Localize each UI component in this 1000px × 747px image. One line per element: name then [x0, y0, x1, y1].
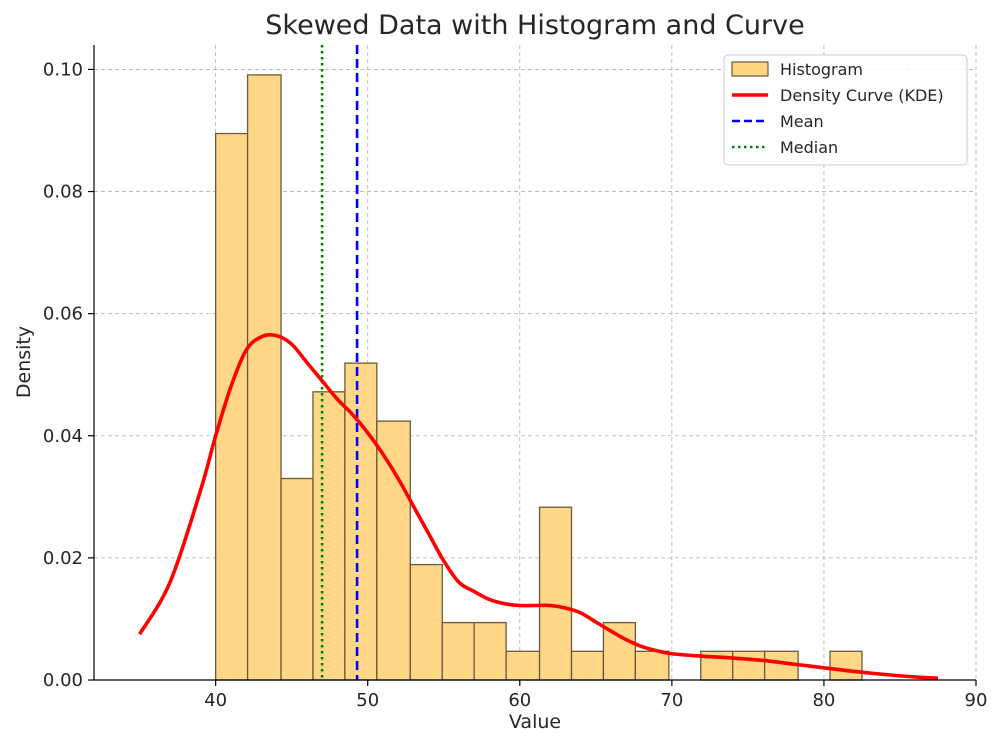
histogram-bar	[312, 391, 346, 681]
histogram-bar	[441, 621, 475, 681]
histogram-bars	[215, 74, 863, 681]
legend-label-median: Median	[780, 138, 838, 157]
chart-title: Skewed Data with Histogram and Curve	[265, 10, 804, 41]
legend-label-histogram: Histogram	[780, 60, 863, 79]
y-tick-label: 0.00	[43, 670, 83, 691]
x-tick-label: 90	[965, 690, 988, 711]
x-tick-label: 80	[812, 690, 835, 711]
x-tick-label: 70	[660, 690, 683, 711]
y-tick-label: 0.06	[43, 304, 83, 325]
y-tick-label: 0.10	[43, 59, 83, 80]
histogram-bar	[215, 132, 249, 681]
axes: 40 50 60 70 80 90 0.00 0.02 0.04 0.06 0.08 0.10	[43, 45, 988, 711]
legend-label-kde: Density Curve (KDE)	[780, 86, 944, 105]
y-axis-label: Density	[13, 326, 35, 398]
histogram-bar	[473, 621, 507, 681]
kde-curve-layer	[138, 333, 939, 680]
histogram-bar	[732, 650, 766, 681]
histogram-bar	[376, 420, 411, 681]
legend: Histogram Density Curve (KDE) Mean Median	[723, 54, 968, 166]
histogram-bar	[602, 621, 637, 681]
histogram-bar	[829, 650, 863, 681]
legend-box	[723, 54, 968, 166]
y-tick-label: 0.02	[43, 548, 83, 569]
legend-label-mean: Mean	[780, 112, 824, 131]
y-tick-label: 0.08	[43, 182, 83, 203]
x-tick-label: 40	[204, 690, 227, 711]
kde-curve	[138, 333, 939, 680]
x-tick-label: 60	[508, 690, 531, 711]
histogram-bar	[246, 74, 282, 681]
x-axis-label: Value	[509, 711, 561, 733]
histogram-bar	[409, 563, 443, 681]
histogram-bar	[280, 477, 314, 681]
x-tick-label: 50	[356, 690, 379, 711]
reference-lines	[320, 45, 359, 680]
y-tick-label: 0.04	[43, 426, 83, 447]
histogram-bar	[634, 650, 670, 681]
histogram-bar	[570, 650, 605, 681]
histogram-bar	[538, 506, 573, 681]
histogram-bar	[505, 650, 541, 681]
legend-swatch-histogram	[731, 61, 769, 77]
